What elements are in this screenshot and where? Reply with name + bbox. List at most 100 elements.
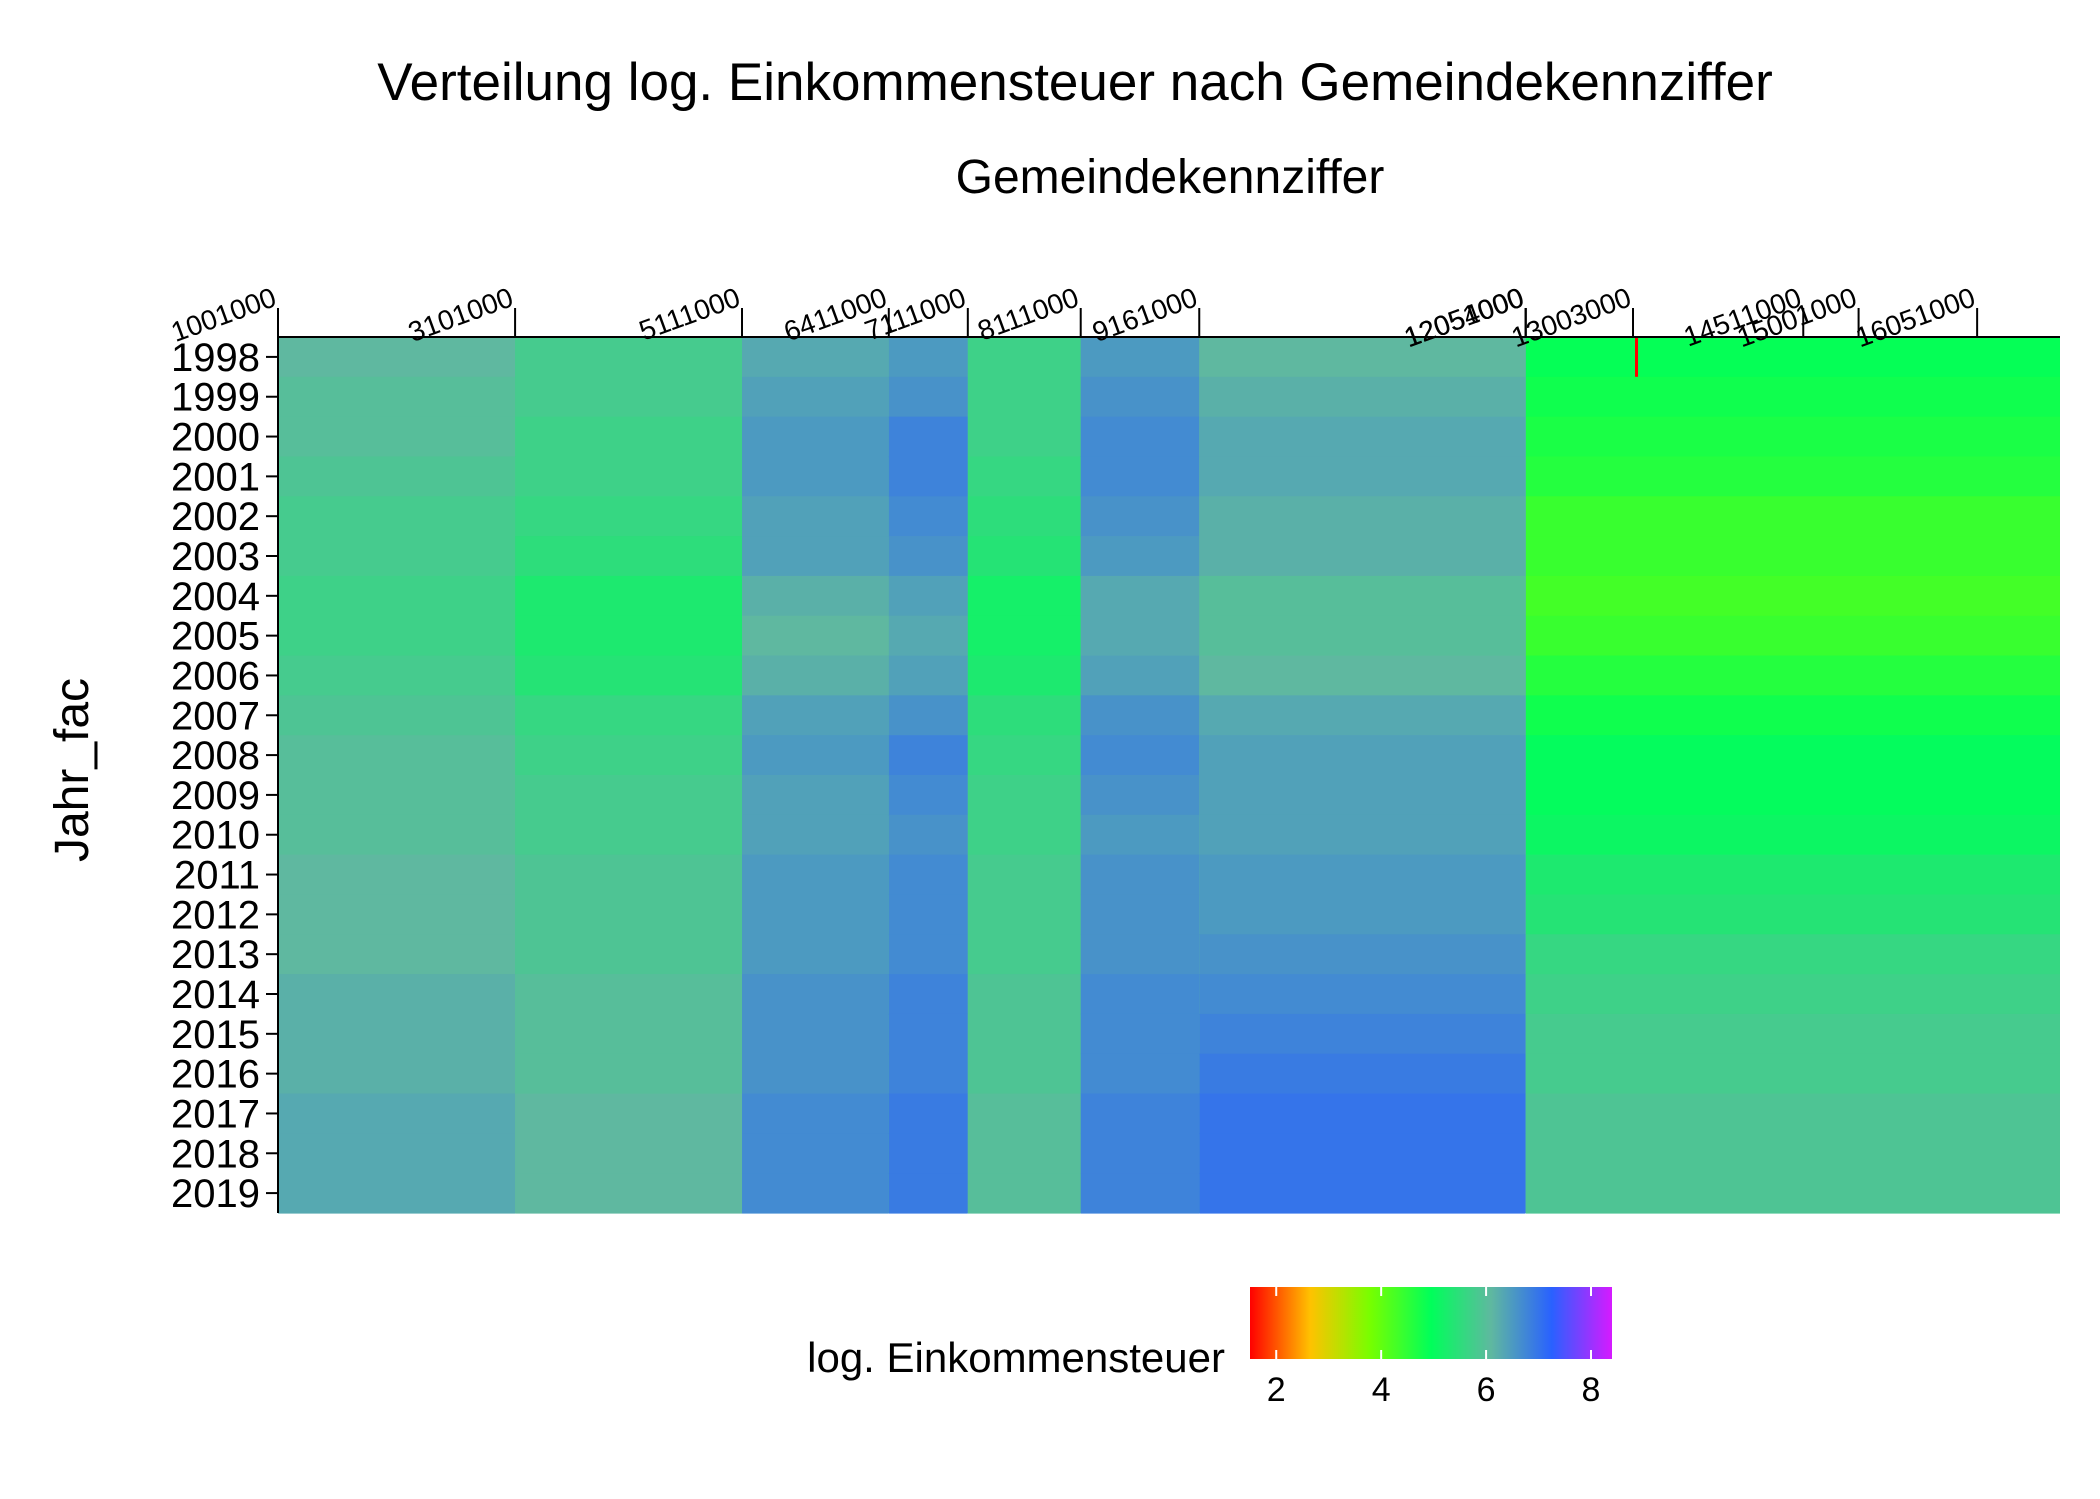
heatmap-cell [888, 775, 968, 816]
heatmap-cell [1080, 854, 1200, 896]
heatmap-cell [1199, 1173, 1526, 1214]
heatmap-cell [967, 735, 1081, 776]
heatmap-cell [278, 1013, 516, 1055]
heatmap-cell [1199, 1133, 1526, 1174]
heatmap-cell [742, 337, 889, 378]
heatmap-cell [278, 376, 516, 418]
heatmap-cell [1199, 615, 1526, 657]
heatmap-cell [1525, 416, 2060, 458]
heatmap-cell [278, 337, 516, 378]
heatmap-cell [1199, 575, 1526, 617]
heatmap-cell [515, 1053, 743, 1095]
heatmap-cell [742, 854, 889, 896]
heatmap-cell [278, 536, 516, 577]
heatmap-cell [1080, 337, 1200, 378]
heatmap-cell [515, 854, 743, 896]
heatmap-cell [967, 456, 1081, 497]
heatmap-cell [515, 496, 743, 537]
heatmap-cell [742, 536, 889, 577]
heatmap-cell [1199, 894, 1526, 935]
heatmap-cell [888, 854, 968, 896]
heatmap-cell [742, 974, 889, 1015]
heatmap-cell [1080, 536, 1200, 577]
heatmap-cell [888, 1173, 968, 1214]
heatmap-cell [888, 974, 968, 1015]
heatmap-cell [278, 416, 516, 458]
heatmap-cell [1199, 536, 1526, 577]
heatmap-cell [1525, 536, 2060, 577]
heatmap-cell [967, 894, 1081, 935]
y-tick-label: 2015 [171, 1013, 260, 1057]
heatmap-cell [1525, 735, 2060, 776]
heatmap-cell [1080, 456, 1200, 497]
heatmap-cell [1080, 735, 1200, 776]
heatmap-cell [742, 496, 889, 537]
heatmap-cell [278, 655, 516, 696]
heatmap-cell [278, 1133, 516, 1174]
heatmap-cell [278, 575, 516, 617]
heatmap-cell [1525, 695, 2060, 736]
heatmap-cell [1080, 575, 1200, 617]
heatmap-cell [967, 1133, 1081, 1174]
heatmap-cell [1080, 695, 1200, 736]
heatmap-cell [278, 854, 516, 896]
heatmap-cell [742, 775, 889, 816]
heatmap-cell [967, 416, 1081, 458]
heatmap-cell [742, 894, 889, 935]
heatmap-cell [1199, 655, 1526, 696]
y-tick-label: 2018 [171, 1132, 260, 1176]
heatmap-cell [278, 934, 516, 975]
heatmap-cell [888, 1133, 968, 1174]
heatmap-cell [888, 376, 968, 418]
y-tick-label: 1998 [171, 336, 260, 380]
y-tick-label: 2013 [171, 933, 260, 977]
heatmap-cell [515, 575, 743, 617]
heatmap-cell [1525, 1173, 2060, 1214]
heatmap-cell [278, 814, 516, 856]
heatmap-cells [278, 337, 2060, 1214]
heatmap-cell [967, 814, 1081, 856]
heatmap-cell [742, 1093, 889, 1134]
heatmap-cell [278, 1093, 516, 1134]
legend-colorbar [1250, 1287, 1612, 1359]
y-tick-label: 2012 [171, 893, 260, 937]
y-tick-label: 2005 [171, 615, 260, 659]
heatmap-cell [888, 1013, 968, 1055]
legend-tick-label: 4 [1372, 1371, 1391, 1409]
heatmap-cell [967, 496, 1081, 537]
heatmap-cell [888, 1053, 968, 1095]
y-tick-label: 2019 [171, 1172, 260, 1216]
heatmap-cell [1080, 655, 1200, 696]
heatmap-cell [742, 735, 889, 776]
heatmap-cell [1199, 934, 1526, 975]
color-legend: log. Einkommensteuer 2 4 6 8 [807, 1287, 1612, 1409]
heatmap-cell [888, 337, 968, 378]
heatmap-cell [742, 814, 889, 856]
heatmap-cell [515, 695, 743, 736]
heatmap-cell [515, 376, 743, 418]
heatmap-cell [278, 894, 516, 935]
y-tick-label: 2007 [171, 694, 260, 738]
heatmap-cell [888, 735, 968, 776]
heatmap-cell [1080, 1013, 1200, 1055]
heatmap-cell [888, 814, 968, 856]
heatmap-cell [1525, 456, 2060, 497]
heatmap-cell [967, 974, 1081, 1015]
heatmap-cell [967, 1013, 1081, 1055]
heatmap-cell [1525, 615, 2060, 657]
heatmap-cell [967, 1093, 1081, 1134]
heatmap-cell [1199, 974, 1526, 1015]
y-tick-label: 1999 [171, 376, 260, 420]
heatmap-cell [888, 416, 968, 458]
heatmap-cell [1199, 416, 1526, 458]
heatmap-cell [967, 775, 1081, 816]
heatmap-cell [967, 934, 1081, 975]
legend-title: log. Einkommensteuer [807, 1334, 1225, 1381]
heatmap-cell [515, 655, 743, 696]
heatmap-cell [967, 655, 1081, 696]
heatmap-cell [742, 376, 889, 418]
heatmap-cell [278, 695, 516, 736]
heatmap-cell [967, 376, 1081, 418]
heatmap-cell [515, 1173, 743, 1214]
